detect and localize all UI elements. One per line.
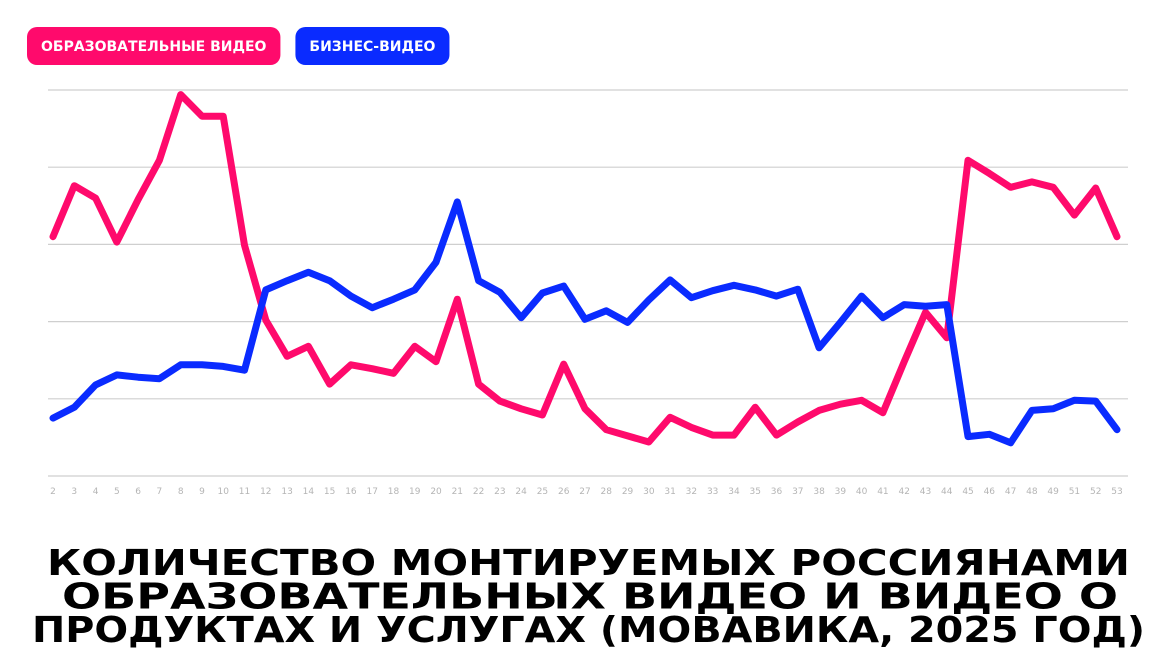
x-tick-label: 27 <box>579 487 590 497</box>
x-tick-label: 10 <box>218 487 230 497</box>
x-tick-label: 2 <box>50 487 56 497</box>
x-tick-label: 23 <box>494 487 505 497</box>
x-tick-label: 39 <box>835 487 847 497</box>
legend-label: ОБРАЗОВАТЕЛЬНЫЕ ВИДЕО <box>41 39 267 55</box>
x-tick-label: 44 <box>941 487 953 497</box>
x-tick-label: 8 <box>178 487 184 497</box>
legend-pill <box>295 27 450 65</box>
x-tick-label: 11 <box>239 487 250 497</box>
x-tick-label: 14 <box>303 487 315 497</box>
chart-title: ПРОДУКТАХ И УСЛУГАХ (МОВАВИКА, 2025 ГОД) <box>32 610 1145 651</box>
x-tick-label: 12 <box>260 487 271 497</box>
x-tick-label: 30 <box>643 487 655 497</box>
x-tick-label: 26 <box>558 487 570 497</box>
x-tick-label: 25 <box>537 487 548 497</box>
chart-title: КОЛИЧЕСТВО МОНТИРУЕМЫХ РОССИЯНАМИ <box>47 543 1130 584</box>
x-tick-label: 40 <box>856 487 868 497</box>
x-tick-label: 22 <box>473 487 484 497</box>
legend: ОБРАЗОВАТЕЛЬНЫЕ ВИДЕО БИЗНЕС-ВИДЕО <box>27 27 450 65</box>
x-tick-label: 33 <box>707 487 718 497</box>
x-tick-label: 52 <box>1090 487 1101 497</box>
x-tick-label: 5 <box>114 487 120 497</box>
x-tick-label: 28 <box>601 487 613 497</box>
x-tick-label: 24 <box>515 487 527 497</box>
x-tick-label: 43 <box>920 487 931 497</box>
x-tick-label: 53 <box>1111 487 1122 497</box>
x-tick-label: 51 <box>1069 487 1080 497</box>
x-tick-label: 31 <box>664 487 675 497</box>
x-tick-label: 49 <box>1047 487 1059 497</box>
x-tick-label: 7 <box>157 487 163 497</box>
x-tick-label: 15 <box>324 487 335 497</box>
x-tick-label: 3 <box>71 487 77 497</box>
x-tick-label: 19 <box>409 487 421 497</box>
x-tick-label: 34 <box>728 487 740 497</box>
series-line <box>49 91 1121 446</box>
x-tick-label: 42 <box>898 487 909 497</box>
x-tick-label: 6 <box>135 487 141 497</box>
series-line <box>49 198 1121 447</box>
x-tick-label: 16 <box>345 487 357 497</box>
x-tick-label: 46 <box>984 487 996 497</box>
x-tick-label: 29 <box>622 487 634 497</box>
x-tick-label: 41 <box>877 487 888 497</box>
plot <box>49 91 1121 447</box>
x-tick-label: 20 <box>430 487 442 497</box>
x-tick-label: 17 <box>366 487 377 497</box>
x-tick-label: 18 <box>388 487 400 497</box>
x-tick-label: 36 <box>771 487 783 497</box>
x-tick-label: 13 <box>281 487 292 497</box>
chart-title: ОБРАЗОВАТЕЛЬНЫХ ВИДЕО И ВИДЕО О <box>62 577 1118 618</box>
x-tick-label: 47 <box>1005 487 1016 497</box>
x-tick-label: 32 <box>686 487 697 497</box>
x-tick-label: 48 <box>1026 487 1038 497</box>
x-tick-label: 45 <box>962 487 973 497</box>
x-tick-label: 37 <box>792 487 803 497</box>
x-axis: 2 3 4 5 6 7 8 9 10 11 12 13 14 15 16 17 18 19 20 21 22 23 24 25… <box>50 487 1123 497</box>
legend-label: БИЗНЕС-ВИДЕО <box>309 39 435 55</box>
x-tick-label: 35 <box>750 487 761 497</box>
x-tick-label: 38 <box>813 487 825 497</box>
title: КОЛИЧЕСТВО МОНТИРУЕМЫХ РОССИЯНАМИОБРАЗОВ… <box>32 543 1145 651</box>
x-tick-label: 4 <box>93 487 99 497</box>
x-tick-label: 9 <box>199 487 205 497</box>
x-tick-label: 21 <box>452 487 463 497</box>
legend-pill <box>27 27 281 65</box>
